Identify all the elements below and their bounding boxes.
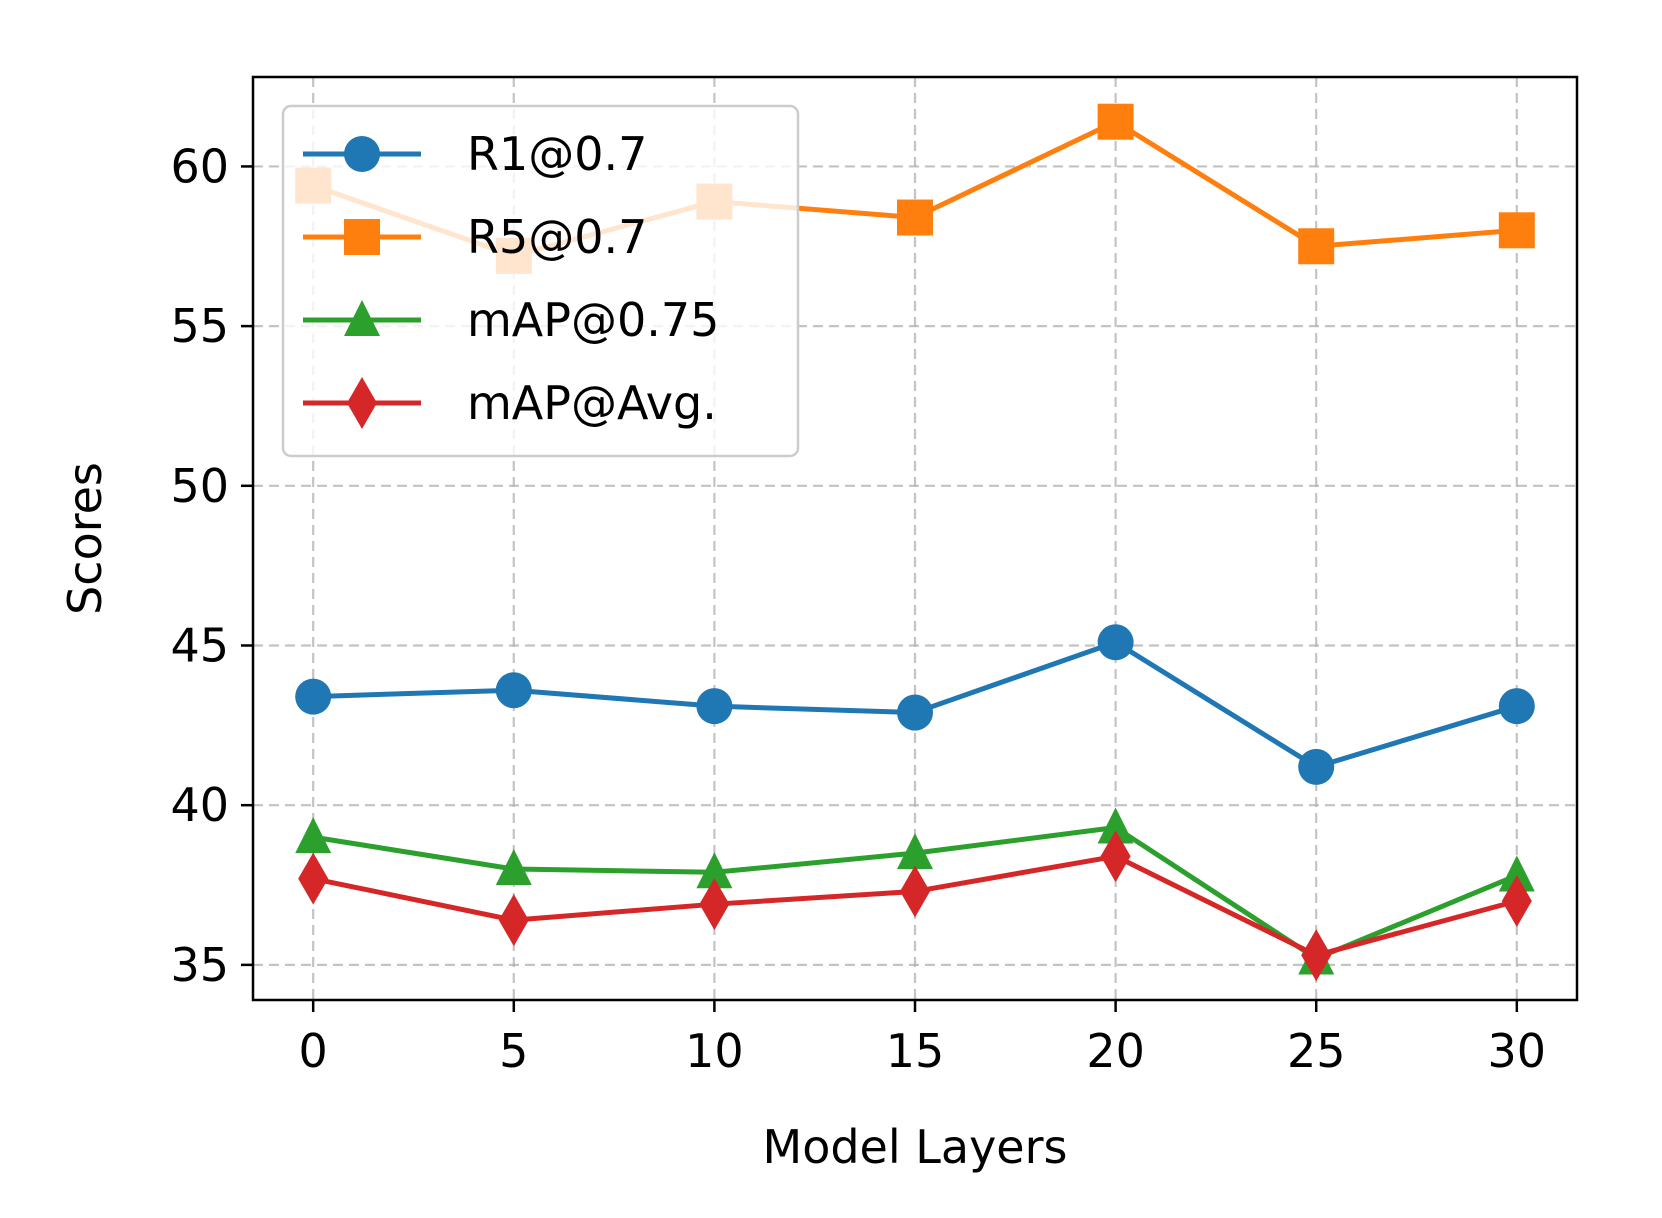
- x-tick-label: 0: [299, 1024, 328, 1078]
- data-point: [495, 672, 532, 709]
- x-tick-label: 15: [886, 1024, 945, 1078]
- x-tick-label: 5: [499, 1024, 528, 1078]
- legend: R1@0.7 R5@0.7 mAP@0.75 mAP@Avg.: [281, 104, 800, 458]
- data-point: [897, 833, 933, 870]
- data-point: [1301, 929, 1332, 982]
- legend-marker: [344, 136, 380, 172]
- legend-item: R5@0.7: [303, 210, 647, 264]
- data-point: [1501, 874, 1532, 927]
- legend-marker: [347, 377, 377, 429]
- legend-label: mAP@0.75: [467, 293, 719, 347]
- data-point: [699, 878, 730, 931]
- x-tick-label: 25: [1287, 1024, 1346, 1078]
- legend-label: R1@0.7: [467, 127, 647, 181]
- y-axis-label: Scores: [58, 462, 112, 615]
- y-tick-label: 60: [170, 139, 229, 193]
- x-tick-label: 20: [1086, 1024, 1145, 1078]
- y-tick-label: 35: [170, 938, 229, 992]
- y-tick-label: 40: [170, 778, 229, 832]
- legend-label: mAP@Avg.: [467, 376, 717, 430]
- data-point: [1097, 624, 1134, 661]
- data-point: [498, 894, 529, 947]
- data-point: [1298, 228, 1335, 265]
- legend-marker: [344, 300, 380, 336]
- data-point: [696, 852, 733, 889]
- x-tick-label: 10: [685, 1024, 744, 1078]
- data-point: [897, 694, 933, 731]
- data-point: [1298, 748, 1335, 785]
- data-point: [1498, 855, 1535, 892]
- x-tick-label: 30: [1488, 1024, 1547, 1078]
- legend-label: R5@0.7: [467, 210, 647, 264]
- legend-item: mAP@Avg.: [303, 376, 717, 430]
- data-point: [1498, 212, 1535, 249]
- legend-box: [281, 104, 800, 458]
- legend-item: R1@0.7: [303, 127, 647, 181]
- data-point: [897, 199, 933, 236]
- y-tick-label: 50: [170, 459, 229, 513]
- legend-item: mAP@0.75: [303, 293, 719, 347]
- y-tick-label: 45: [170, 618, 229, 672]
- axis-ticks: 0 5 10 15 20 25 30 35 40 45 50 55 60: [170, 139, 1546, 1078]
- x-axis-label: Model Layers: [763, 1120, 1068, 1174]
- y-tick-label: 55: [170, 299, 229, 353]
- series-circle: [295, 624, 1535, 785]
- data-point: [1097, 103, 1134, 140]
- data-point: [1097, 807, 1134, 844]
- data-point: [1498, 688, 1535, 725]
- data-point: [295, 678, 332, 715]
- data-point: [298, 852, 329, 905]
- data-point: [900, 865, 930, 918]
- data-point: [1100, 830, 1131, 883]
- data-point: [495, 849, 532, 886]
- series-diamond: [298, 830, 1532, 982]
- legend-marker: [344, 219, 380, 255]
- data-point: [295, 817, 332, 854]
- data-point: [696, 688, 733, 725]
